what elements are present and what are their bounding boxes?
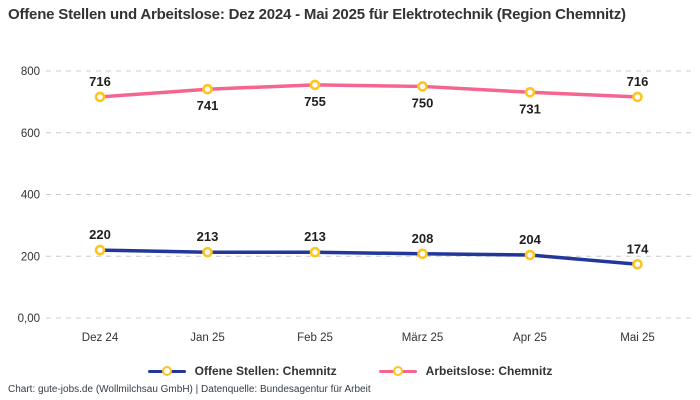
- x-axis-tick-label: März 25: [402, 332, 444, 344]
- x-axis-tick-label: Mai 25: [620, 332, 655, 344]
- line-marker-swatch-icon: [378, 365, 417, 377]
- chart-title: Offene Stellen und Arbeitslose: Dez 2024…: [8, 6, 626, 23]
- attribution-footer: Chart: gute-jobs.de (Wollmilchsau GmbH) …: [8, 384, 371, 395]
- plot-area: 0,00 200 400 600 800 Dez 24 Jan 25 Feb 25 März 2…: [0, 50, 700, 350]
- series-line: [98, 248, 640, 267]
- series-line: [98, 83, 640, 99]
- x-axis-tick-label: Apr 25: [513, 332, 547, 344]
- data-point-marker[interactable]: [632, 91, 643, 103]
- data-point-marker[interactable]: [202, 246, 213, 258]
- data-point-marker[interactable]: [524, 87, 536, 98]
- data-point-marker[interactable]: [309, 246, 321, 258]
- data-point-marker[interactable]: [202, 83, 213, 95]
- y-axis-tick-label: 600: [21, 128, 40, 140]
- data-label: 731: [519, 101, 541, 116]
- data-label: 716: [89, 74, 111, 89]
- x-axis-tick-label: Feb 25: [297, 332, 333, 344]
- data-point-marker[interactable]: [524, 249, 536, 261]
- data-label: 716: [627, 74, 649, 89]
- data-point-marker[interactable]: [94, 91, 106, 103]
- data-label: 213: [304, 229, 326, 244]
- data-point-marker[interactable]: [417, 248, 428, 260]
- x-axis-tick-label: Jan 25: [190, 332, 225, 344]
- legend-label: Arbeitslose: Chemnitz: [425, 364, 553, 378]
- data-point-marker[interactable]: [632, 258, 643, 270]
- legend-ring-marker-icon: [161, 365, 172, 376]
- data-point-marker[interactable]: [94, 244, 106, 256]
- data-label: 208: [412, 231, 434, 246]
- data-label: 741: [197, 98, 219, 113]
- legend-item-offene-stellen[interactable]: Offene Stellen: Chemnitz: [147, 364, 337, 378]
- line-marker-swatch-icon: [147, 365, 186, 377]
- chart-svg: 0,00 200 400 600 800 Dez 24 Jan 25 Feb 25 März 2…: [18, 66, 692, 344]
- x-axis-tick-label: Dez 24: [82, 332, 119, 344]
- legend-item-arbeitslose[interactable]: Arbeitslose: Chemnitz: [378, 364, 553, 378]
- legend-ring-marker-icon: [392, 365, 403, 376]
- data-label: 204: [519, 232, 541, 247]
- legend-label: Offene Stellen: Chemnitz: [194, 364, 337, 378]
- data-point-marker[interactable]: [417, 81, 428, 92]
- data-label: 213: [197, 229, 219, 244]
- data-label: 220: [89, 227, 111, 242]
- y-axis-tick-label: 0,00: [18, 313, 40, 325]
- data-point-marker[interactable]: [309, 79, 321, 91]
- data-label: 174: [627, 241, 649, 256]
- y-axis-tick-label: 200: [21, 251, 40, 263]
- y-axis-tick-label: 800: [21, 66, 40, 78]
- legend: Offene Stellen: Chemnitz Arbeitslose: Ch…: [0, 360, 700, 382]
- y-axis-tick-label: 400: [21, 190, 40, 202]
- data-label: 750: [412, 95, 434, 110]
- data-label: 755: [304, 94, 326, 109]
